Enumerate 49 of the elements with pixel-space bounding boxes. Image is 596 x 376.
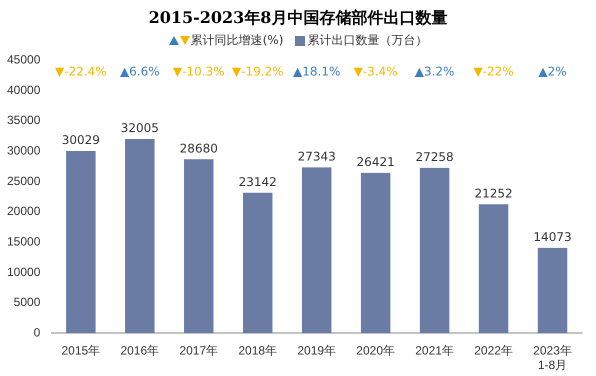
annotation: ▲6.6% (120, 64, 160, 78)
bar (538, 248, 568, 334)
annotation: ▼-10.3% (172, 64, 225, 78)
x-tick-label: 2023年 1-8月 (533, 344, 572, 372)
bar (242, 192, 272, 334)
x-tick-label: 2021年 (415, 344, 454, 358)
chart-title: 2015-2023年8月中国存储部件出口数量 (148, 8, 448, 29)
data-label: 14073 (533, 230, 572, 244)
x-tick-label: 2017年 (179, 344, 218, 358)
y-tick-label: 0 (34, 326, 41, 340)
annotation: ▼-22.4% (55, 64, 107, 78)
y-tick-label: 5000 (14, 295, 41, 310)
x-tick-label: 2015年 (61, 344, 100, 358)
x-tick-label: 2020年 (356, 344, 395, 358)
y-tick-label: 45000 (6, 52, 41, 67)
bar (478, 204, 508, 334)
y-tick-label: 40000 (6, 82, 41, 97)
data-label: 27258 (416, 150, 454, 164)
y-tick-label: 30000 (6, 144, 41, 158)
annotation: ▼-19.2% (232, 64, 284, 78)
text: 累计同比增速(%) (190, 32, 284, 49)
legend-label: 累计出口数量（万台） (306, 32, 428, 49)
x-tick-label: 2018年 (238, 344, 278, 358)
data-label: 23142 (238, 174, 277, 189)
data-label: 27343 (298, 149, 336, 164)
bar (66, 151, 96, 334)
x-tick-label: 2019年 (297, 344, 336, 358)
bar (125, 139, 155, 334)
data-label: 28680 (180, 141, 218, 156)
data-label: 32005 (120, 121, 159, 136)
annotation: ▼-3.4% (354, 64, 398, 78)
y-tick-label: 35000 (6, 113, 41, 128)
x-tick-label: 2022年 (474, 344, 513, 358)
x-tick-label: 2016年 (120, 344, 160, 358)
annotation: ▼-22% (473, 64, 514, 78)
bar (420, 168, 450, 334)
y-tick-label: 10000 (6, 264, 41, 279)
y-tick-label: 25000 (6, 174, 41, 188)
annotation: ▲18.1% (293, 64, 340, 78)
bar (302, 167, 332, 334)
y-tick-label: 15000 (6, 234, 41, 249)
y-tick-label: 20000 (6, 204, 41, 218)
annotation: ▲3.2% (414, 64, 454, 78)
bar (184, 159, 214, 334)
data-label: 21252 (474, 186, 513, 200)
annotation: ▲2% (538, 64, 567, 78)
data-label: 30029 (62, 133, 100, 148)
data-label: 26421 (356, 155, 395, 170)
bar (360, 172, 390, 334)
